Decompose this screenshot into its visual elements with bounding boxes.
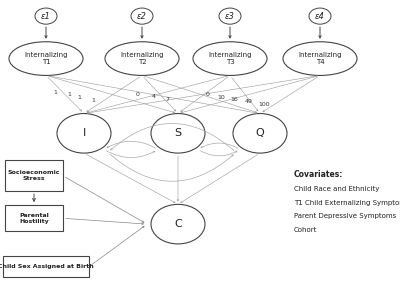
Text: 0: 0 [136, 92, 140, 97]
Ellipse shape [283, 42, 357, 75]
Ellipse shape [151, 205, 205, 244]
FancyBboxPatch shape [5, 205, 63, 231]
Text: 10: 10 [217, 95, 225, 100]
Text: 7: 7 [165, 97, 169, 102]
Text: ε2: ε2 [137, 12, 147, 21]
Ellipse shape [233, 113, 287, 153]
Text: Child Sex Assigned at Birth: Child Sex Assigned at Birth [0, 264, 94, 269]
Text: 1: 1 [67, 92, 71, 98]
Text: ε4: ε4 [315, 12, 325, 21]
Ellipse shape [193, 42, 267, 75]
Text: Q: Q [256, 128, 264, 138]
Ellipse shape [131, 8, 153, 24]
Text: I: I [82, 128, 86, 138]
Text: Covariates:: Covariates: [294, 170, 343, 179]
Text: 1: 1 [53, 90, 57, 95]
Text: ε3: ε3 [225, 12, 235, 21]
Ellipse shape [219, 8, 241, 24]
Text: T1 Child Externalizing Symptoms: T1 Child Externalizing Symptoms [294, 200, 400, 206]
Ellipse shape [151, 113, 205, 153]
Ellipse shape [309, 8, 331, 24]
Text: 16: 16 [230, 97, 238, 102]
Text: Internalizing
T1: Internalizing T1 [24, 52, 68, 65]
Text: Internalizing
T4: Internalizing T4 [298, 52, 342, 65]
Ellipse shape [57, 113, 111, 153]
Text: 100: 100 [258, 101, 270, 107]
Text: C: C [174, 219, 182, 229]
Text: 1: 1 [77, 95, 81, 100]
Text: ε1: ε1 [41, 12, 51, 21]
Text: Internalizing
T2: Internalizing T2 [120, 52, 164, 65]
Text: Parent Depressive Symptoms: Parent Depressive Symptoms [294, 213, 396, 219]
Text: Cohort: Cohort [294, 227, 317, 233]
Text: 4: 4 [151, 94, 155, 99]
FancyBboxPatch shape [5, 161, 63, 191]
Text: Child Race and Ethnicity: Child Race and Ethnicity [294, 186, 379, 192]
Text: 1: 1 [91, 98, 95, 103]
Text: 0: 0 [205, 92, 209, 98]
Text: 49: 49 [245, 99, 253, 105]
Ellipse shape [9, 42, 83, 75]
Text: S: S [174, 128, 182, 138]
FancyBboxPatch shape [3, 256, 89, 277]
Text: Parental
Hostility: Parental Hostility [19, 213, 49, 224]
Text: Internalizing
T3: Internalizing T3 [208, 52, 252, 65]
Ellipse shape [105, 42, 179, 75]
Ellipse shape [35, 8, 57, 24]
Text: Socioeconomic
Stress: Socioeconomic Stress [8, 170, 60, 181]
